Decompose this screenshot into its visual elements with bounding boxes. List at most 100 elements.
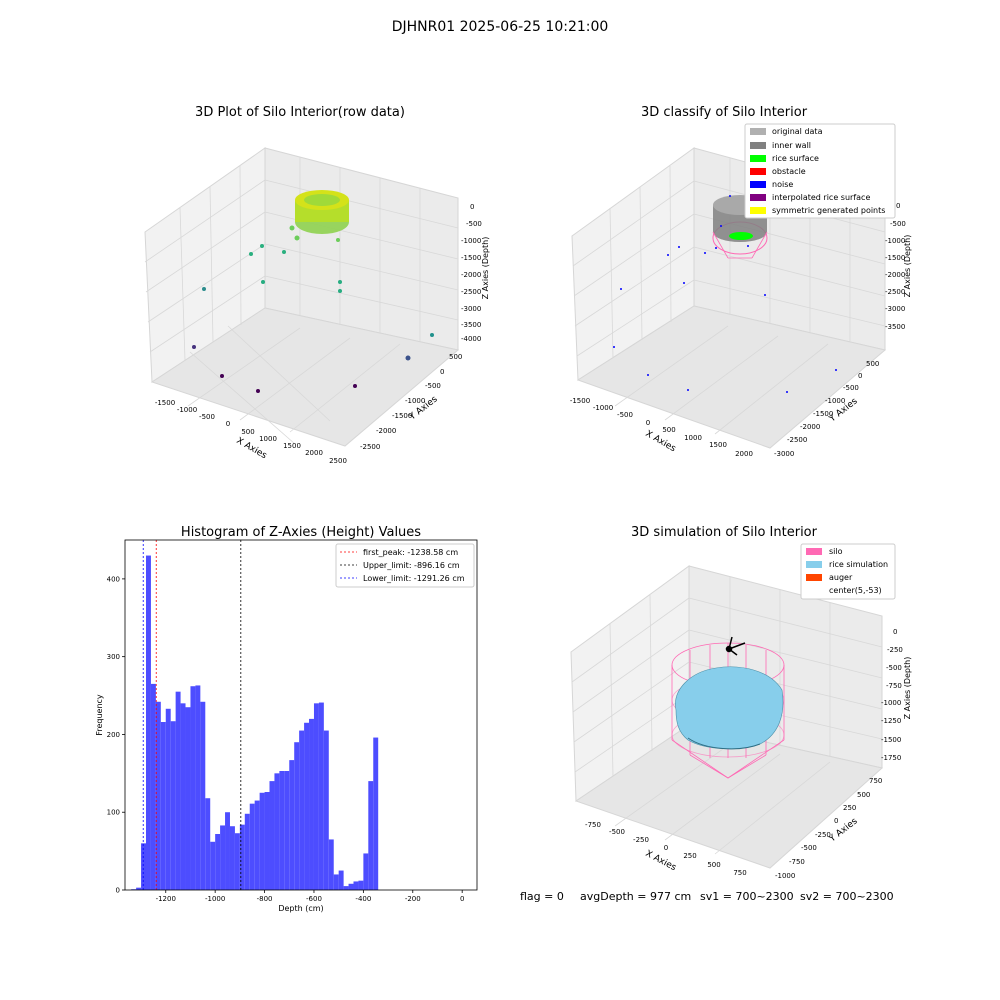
- classify-y-ticks: 500 0 -500 -1000 -1500 -2000 -2500 -3000: [774, 360, 879, 458]
- histogram-x-ticks: -1200 -1000 -800 -600 -400 -200 0: [156, 890, 464, 903]
- y-tick-label: 200: [107, 731, 120, 739]
- tick: -1000: [405, 397, 425, 405]
- tick: 1500: [709, 441, 727, 449]
- legend-swatch: [806, 561, 822, 568]
- y-tick-label: 0: [116, 887, 120, 895]
- status-sv1: sv1 = 700~2300: [700, 890, 794, 903]
- histogram-bar: [249, 803, 255, 890]
- tick: -2000: [800, 423, 820, 431]
- histogram-bars: [131, 555, 379, 890]
- legend-swatch: [750, 142, 766, 149]
- histogram-bar: [190, 686, 196, 890]
- panel-classify-3d: 3D classify of Silo Interior: [570, 105, 912, 458]
- legend-swatch: [750, 194, 766, 201]
- histogram-bar: [289, 760, 295, 890]
- tick: -1000: [177, 406, 197, 414]
- legend-label: auger: [829, 573, 853, 582]
- histogram-bar: [363, 853, 369, 890]
- raw-z-ticks: 0 -500 -1000 -1500 -2000 -2500 -3000 -35…: [461, 203, 482, 343]
- tick: -1500: [155, 399, 175, 407]
- histogram-bar: [323, 730, 329, 890]
- raw-z-label: Z Axies (Depth): [481, 237, 490, 300]
- histogram-bar: [348, 883, 354, 890]
- classify-legend: original data inner wall rice surface ob…: [744, 123, 896, 219]
- histogram-bar: [141, 843, 146, 890]
- histogram-bar: [333, 874, 339, 890]
- tick: -500: [466, 220, 482, 228]
- histogram-frame: [124, 539, 478, 891]
- histogram-bar: [185, 707, 191, 890]
- tick: 500: [707, 861, 720, 869]
- rice-simulation: [675, 666, 784, 750]
- simulation-legend: silo rice simulation auger center(5,-53): [800, 543, 896, 600]
- legend-swatch: [750, 155, 766, 162]
- histogram-bar: [328, 839, 334, 890]
- tick: 1000: [684, 434, 702, 442]
- tick: -1500: [392, 412, 412, 420]
- legend-swatch: [806, 574, 822, 581]
- panel-simulation-3d: 3D simulation of Silo Interior: [570, 525, 912, 880]
- tick: 1500: [283, 442, 301, 450]
- tick: 0: [440, 368, 444, 376]
- x-tick-label: -200: [405, 895, 421, 903]
- tick: -250: [633, 836, 649, 844]
- simulation-y-label: Y Axies: [827, 816, 860, 845]
- tick: 500: [662, 426, 675, 434]
- auger: [725, 636, 746, 656]
- tick: 2000: [735, 450, 753, 458]
- histogram-bar: [215, 834, 221, 890]
- histogram-bar: [180, 703, 186, 890]
- tick: -3000: [885, 305, 905, 313]
- legend-label: first_peak: -1238.58 cm: [363, 548, 458, 557]
- legend-swatch: [806, 548, 822, 555]
- histogram-bar: [294, 742, 300, 890]
- legend-label: Upper_limit: -896.16 cm: [363, 561, 460, 570]
- simulation-x-label: X Axies: [644, 849, 678, 874]
- x-tick-label: 0: [460, 895, 464, 903]
- tick: 0: [858, 372, 862, 380]
- histogram-bar: [343, 886, 349, 890]
- histogram-bar: [368, 781, 374, 890]
- histogram-bar: [195, 685, 201, 890]
- histogram-y-ticks: 0 100 200 300 400: [107, 575, 125, 895]
- legend-label: center(5,-53): [829, 586, 882, 595]
- simulation-y-ticks: 750 500 250 0 -250 -500 -750 -1000: [775, 777, 882, 880]
- legend-swatch: [750, 128, 766, 135]
- tick: -2500: [360, 443, 380, 451]
- histogram-bar: [373, 737, 379, 890]
- histogram-bar: [210, 841, 216, 890]
- histogram-bar: [205, 798, 211, 890]
- x-tick-label: -400: [355, 895, 371, 903]
- tick: 0: [896, 202, 900, 210]
- x-tick-label: -1200: [156, 895, 176, 903]
- histogram-bar: [150, 683, 156, 890]
- histogram-title: Histogram of Z-Axies (Height) Values: [181, 525, 421, 540]
- histogram-bar: [239, 824, 245, 890]
- tick: 2500: [329, 457, 347, 465]
- panel-classify-title: 3D classify of Silo Interior: [641, 105, 808, 120]
- tick: -500: [886, 664, 902, 672]
- legend-label: obstacle: [772, 167, 806, 176]
- tick: 0: [470, 203, 474, 211]
- histogram-bar: [170, 721, 176, 890]
- tick: -1000: [825, 397, 845, 405]
- legend-label: inner wall: [772, 141, 811, 150]
- tick: -500: [425, 382, 441, 390]
- tick: -250: [815, 831, 831, 839]
- panel-raw-3d: 3D Plot of Silo Interior(row data): [144, 105, 490, 465]
- tick: -1250: [881, 717, 901, 725]
- grid-lines: [144, 157, 459, 445]
- histogram-bar: [338, 870, 344, 890]
- histogram-legend: first_peak: -1238.58 cm Upper_limit: -89…: [335, 543, 475, 588]
- tick: -750: [886, 682, 902, 690]
- x-tick-label: -600: [306, 895, 322, 903]
- tick: -1000: [593, 404, 613, 412]
- tick: -4000: [461, 335, 481, 343]
- legend-box: [744, 123, 896, 219]
- tick: 750: [733, 869, 746, 877]
- legend-label: rice surface: [772, 154, 819, 163]
- histogram-bar: [225, 812, 230, 890]
- histogram-bar: [318, 702, 324, 890]
- histogram-bar: [313, 703, 319, 890]
